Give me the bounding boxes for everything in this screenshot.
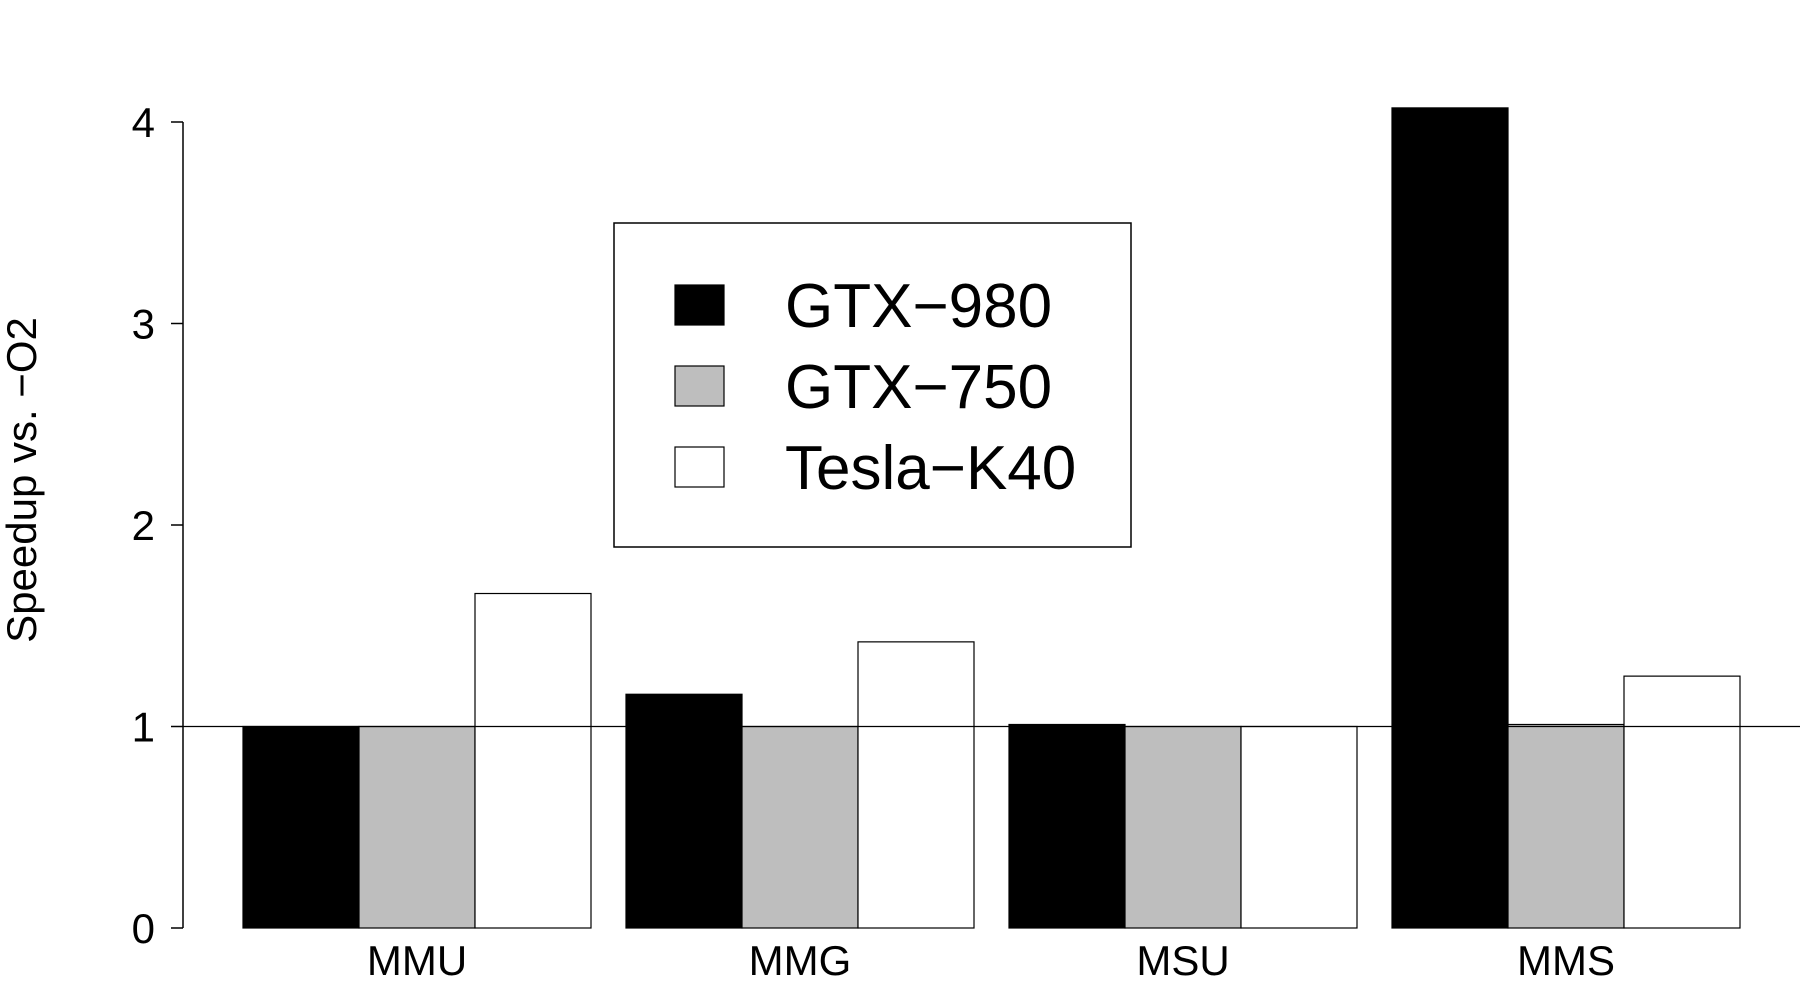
bar-msu-3 xyxy=(1240,725,1358,929)
bar-mmu-3 xyxy=(474,592,592,929)
x-tick-label: MMG xyxy=(749,937,852,984)
bar-mmu-2 xyxy=(358,725,476,929)
x-tick-label: MMU xyxy=(367,937,467,984)
bar-mmg-1 xyxy=(625,693,743,929)
bar-msu-2 xyxy=(1124,725,1242,929)
legend-swatch xyxy=(674,446,725,488)
x-axis: MMU MMG MSU MMS xyxy=(367,937,1615,984)
x-tick-label: MSU xyxy=(1136,937,1229,984)
bar-msu-1 xyxy=(1008,723,1126,929)
y-axis-title-group: Speedup vs. −O2 xyxy=(0,317,45,643)
legend: GTX−980 GTX−750 Tesla−K40 xyxy=(613,222,1132,548)
bars xyxy=(242,107,1741,929)
bar-mmg-2 xyxy=(741,725,859,929)
bar-mmu-1 xyxy=(242,725,360,929)
legend-label: Tesla−K40 xyxy=(785,434,1076,503)
y-tick-label: 2 xyxy=(132,502,155,549)
y-tick-label: 4 xyxy=(132,99,155,146)
y-tick-label: 0 xyxy=(132,905,155,952)
y-axis-title: Speedup vs. −O2 xyxy=(0,317,45,643)
x-tick-label: MMS xyxy=(1517,937,1615,984)
y-tick-label: 1 xyxy=(132,704,155,751)
legend-swatch xyxy=(674,365,725,407)
bar-mmg-3 xyxy=(857,641,975,929)
y-axis: 0 1 2 3 4 xyxy=(132,99,184,952)
legend-label: GTX−980 xyxy=(785,272,1052,341)
bar-mms-2 xyxy=(1507,723,1625,929)
legend-swatch xyxy=(674,284,725,326)
legend-label: GTX−750 xyxy=(785,353,1052,422)
y-tick-label: 3 xyxy=(132,301,155,348)
bar-mms-1 xyxy=(1391,107,1509,929)
bar-mms-3 xyxy=(1623,675,1741,929)
